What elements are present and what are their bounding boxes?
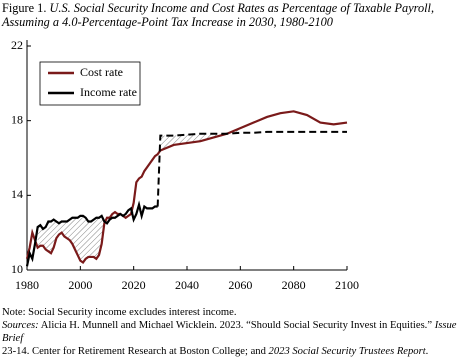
x-tick-label: 2020 [122,278,146,292]
title: Figure 1. U.S. Social Security Income an… [2,1,474,29]
x-tick-label: 2040 [175,278,199,292]
source-text: Sources: [2,320,39,331]
title-line: U.S. Social Security Income and Cost Rat… [49,1,435,15]
hatch-area [160,128,241,151]
legend-label: Cost rate [80,65,123,79]
y-tick-label: 18 [11,112,23,126]
y-tick-label: 22 [11,38,23,52]
source-text: Alicia H. Munnell and Michael Wicklein. … [40,320,433,331]
x-tick-label: 2080 [282,278,306,292]
x-tick-label: 1980 [15,278,39,292]
legend-box [39,61,141,106]
x-tick-label: 2000 [68,278,92,292]
source-text: 23-14. Center for Retirement Research at… [2,346,266,357]
line [25,110,348,265]
y-tick-label: 14 [11,187,23,201]
line [25,200,158,267]
x-tick-label: 2060 [228,278,252,292]
line [156,130,347,207]
title-line: Assuming a 4.0-Percentage-Point Tax Incr… [2,15,333,29]
figure-label: Figure 1. [2,1,47,15]
notes: Note: Social Security income excludes in… [2,306,474,358]
source-text: 2023 Social Security Trustees Report [268,346,426,357]
chart: 10 14 18 22 1980 2000 2020 2040 2060 2080 2100 Cost… [11,38,359,292]
hatch-area [37,215,107,263]
y-tick-label: 10 [11,262,23,276]
x-tick-label: 2100 [335,278,359,292]
source-text: . [425,346,429,357]
legend-label: Income rate [80,85,137,99]
source-text: Issue Brief [2,320,457,344]
note: Note: Social Security income excludes in… [2,307,237,318]
